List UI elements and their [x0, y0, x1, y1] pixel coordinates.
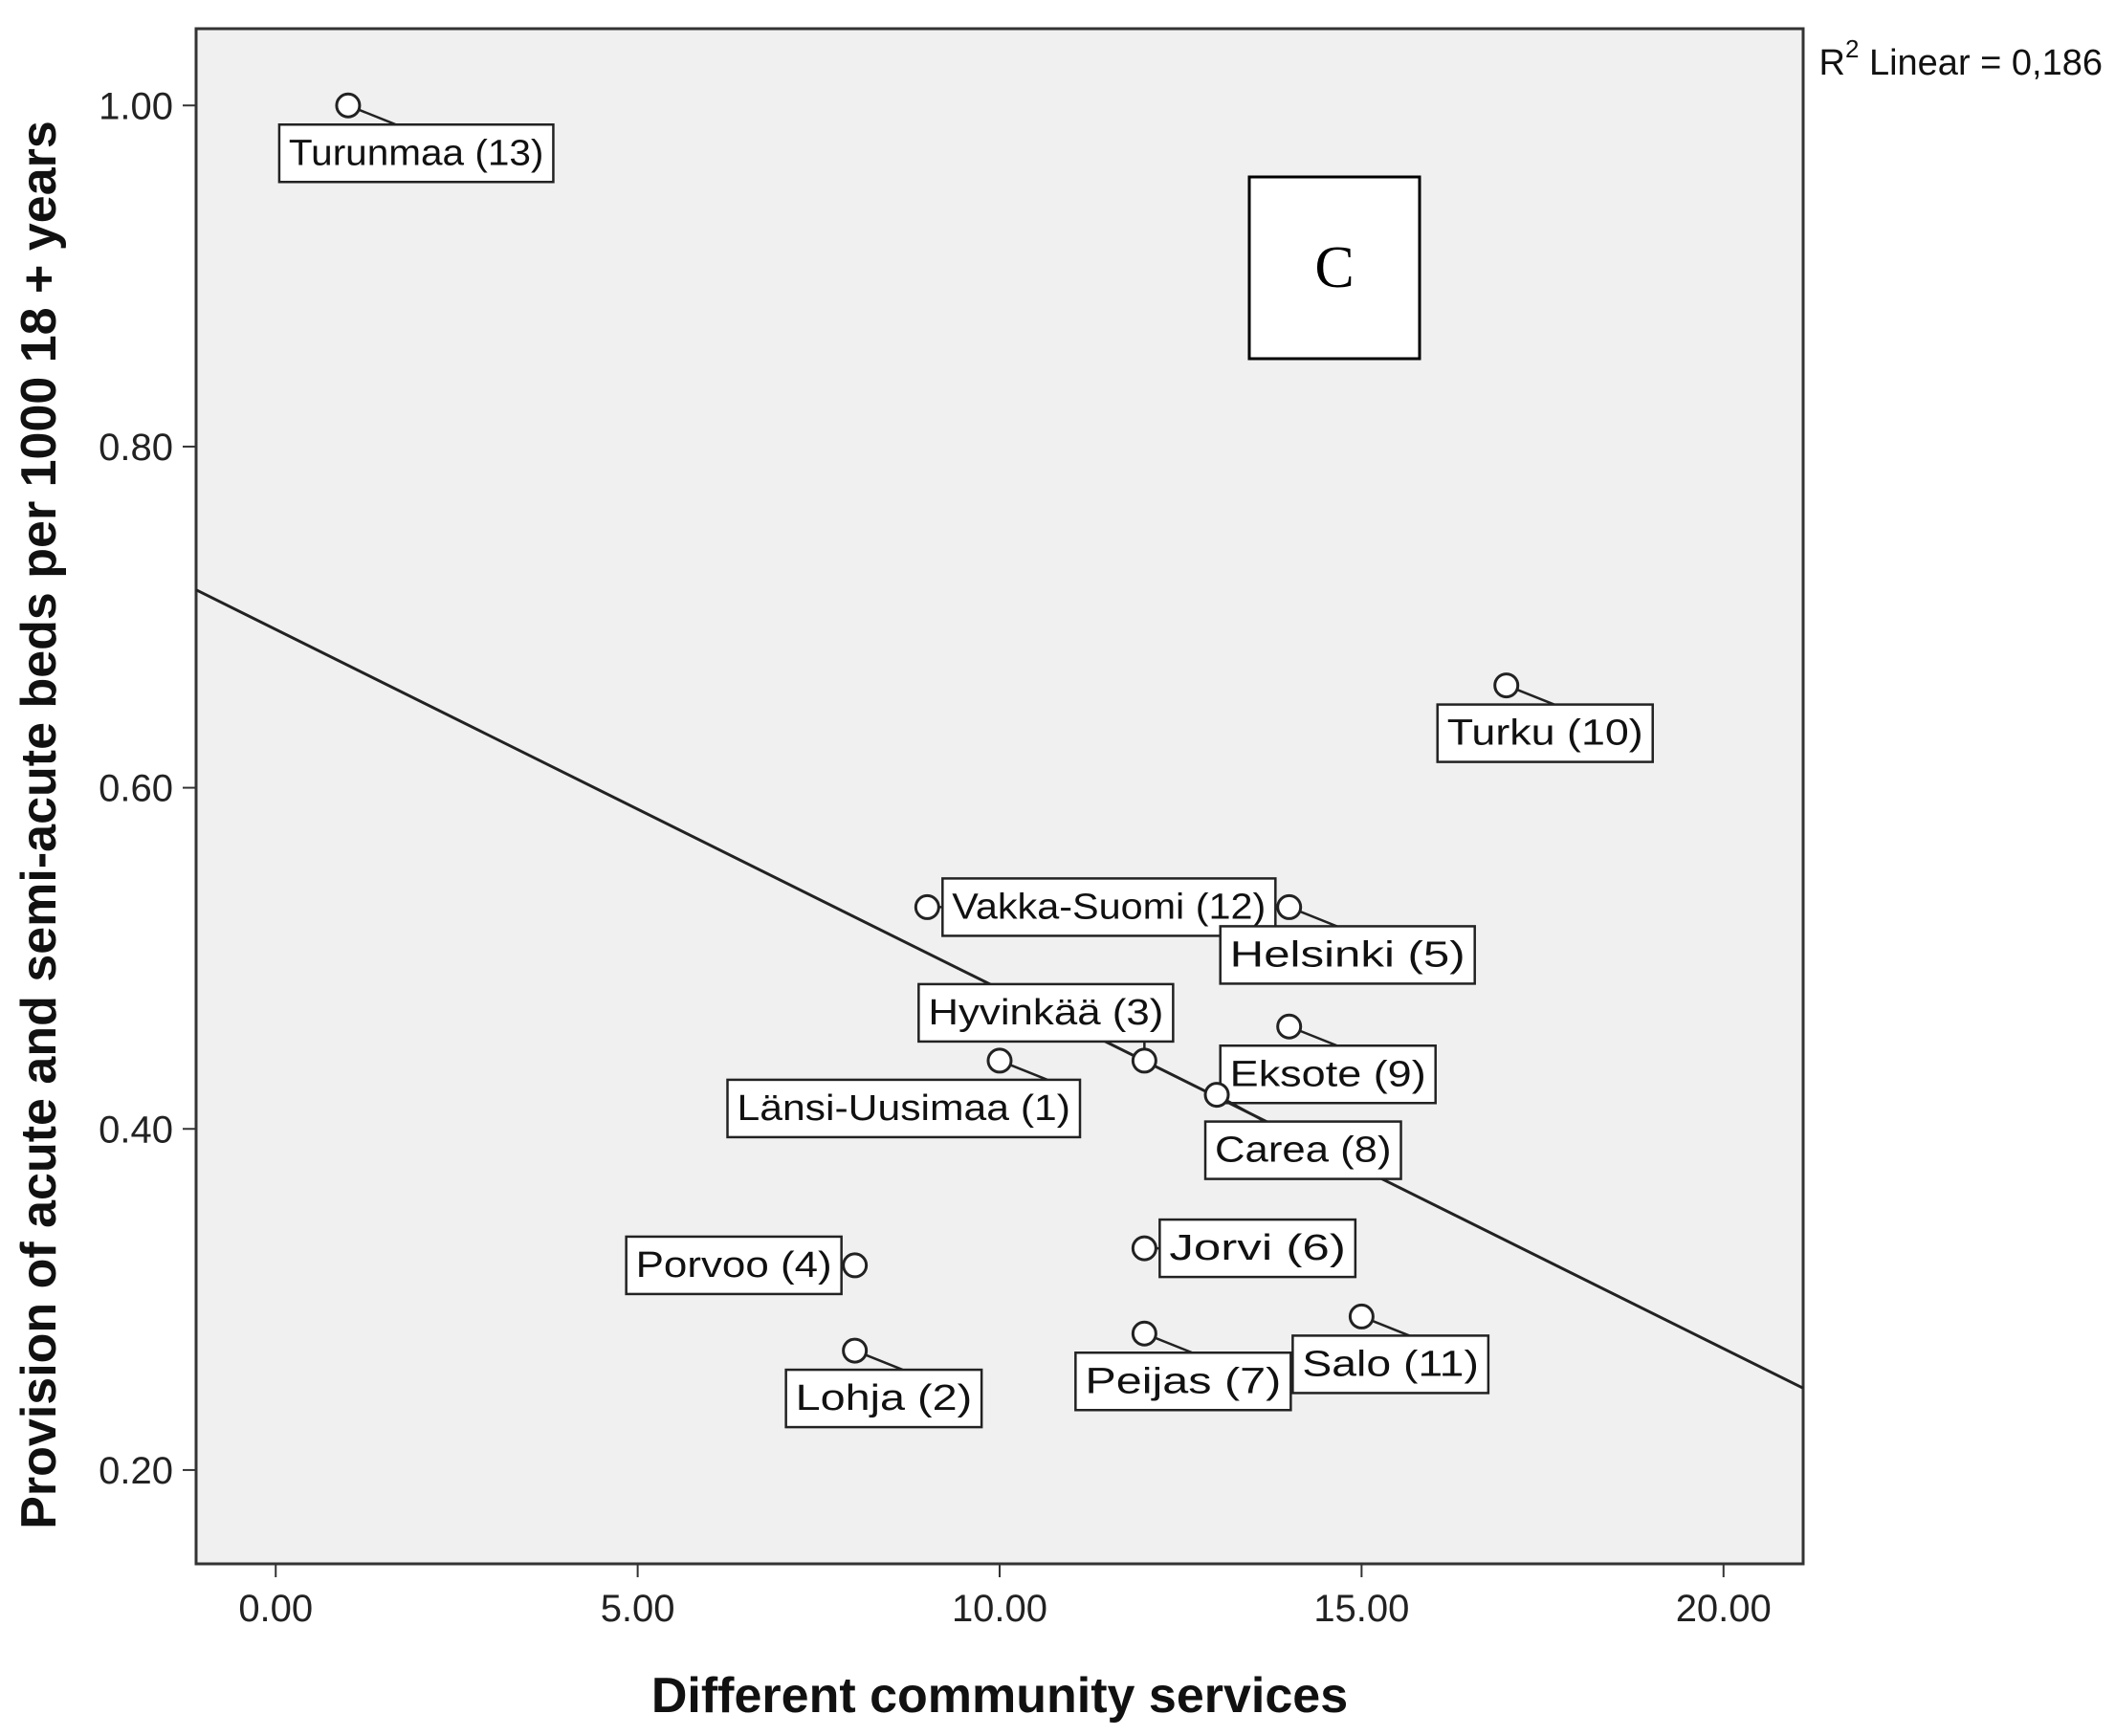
y-tick-label: 0.20 [99, 1450, 173, 1492]
data-point: Turku (10) [1436, 672, 1654, 763]
point-label: Vakka-Suomi (12) [952, 887, 1266, 927]
x-tick-label: 10.00 [952, 1588, 1047, 1630]
data-point: Carea (8) [1203, 1082, 1402, 1180]
plot-area [194, 27, 1805, 1566]
point-label-box [1158, 1218, 1357, 1279]
point-marker [1131, 1047, 1157, 1074]
point-label-box [625, 1235, 843, 1296]
point-marker [986, 1047, 1013, 1074]
point-label-box [784, 1368, 983, 1429]
point-label: Lohja (2) [796, 1378, 973, 1418]
point-marker [1493, 672, 1520, 699]
point-label: Hyvinkää (3) [928, 993, 1163, 1033]
data-point: Hyvinkää (3) [917, 982, 1175, 1074]
point-label: Länsi-Uusimaa (1) [738, 1088, 1071, 1129]
point-marker [1348, 1303, 1375, 1329]
point-marker [1203, 1082, 1230, 1109]
data-point: Peijas (7) [1074, 1320, 1292, 1412]
point-label-box [726, 1078, 1082, 1139]
point-marker [842, 1252, 869, 1279]
data-point: Jorvi (6) [1131, 1218, 1357, 1279]
y-tick-label: 1.00 [99, 85, 173, 127]
x-tick-label: 15.00 [1313, 1588, 1409, 1630]
point-label: Turku (10) [1447, 714, 1643, 754]
data-point: Salo (11) [1291, 1303, 1490, 1395]
x-axis-title: Different community services [651, 1668, 1348, 1724]
point-label-box [941, 877, 1277, 937]
data-point: Lohja (2) [784, 1337, 983, 1429]
r2-annotation: R2 Linear = 0,186 [1818, 34, 2103, 83]
x-tick-label: 5.00 [601, 1588, 675, 1630]
point-marker [1131, 1320, 1157, 1347]
point-marker [335, 92, 362, 119]
point-label-box [1074, 1351, 1292, 1412]
panel-label: C [1314, 235, 1354, 300]
point-label-box [1291, 1334, 1490, 1395]
data-point: Porvoo (4) [625, 1235, 869, 1296]
y-tick-label: 0.40 [99, 1109, 173, 1151]
point-marker [1131, 1235, 1157, 1262]
panel-label-box: C [1247, 175, 1421, 361]
data-point: Länsi-Uusimaa (1) [726, 1047, 1082, 1139]
point-label-box [917, 982, 1175, 1044]
x-tick-label: 20.00 [1676, 1588, 1772, 1630]
x-tick-label: 0.00 [238, 1588, 313, 1630]
point-marker [842, 1337, 869, 1364]
y-tick-label: 0.80 [99, 427, 173, 469]
point-label-box [1203, 1120, 1402, 1180]
point-label: Porvoo (4) [636, 1245, 832, 1286]
data-points: Turunmaa (13) Turku (10) Vakka-Suomi (12) H… [277, 92, 1654, 1429]
point-label-box [1219, 1044, 1437, 1105]
point-label-box [1219, 925, 1476, 985]
axes: 0.00 5.00 10.00 15.00 20.00 0.20 0.40 0.60 0.80 1… [99, 85, 1772, 1630]
point-label: Jorvi (6) [1169, 1228, 1346, 1268]
point-label: Helsinki (5) [1230, 934, 1465, 975]
y-tick-label: 0.60 [99, 768, 173, 810]
point-marker [914, 893, 940, 920]
data-point: Vakka-Suomi (12) [914, 877, 1277, 937]
data-point: Turunmaa (13) [277, 92, 555, 184]
y-axis-title: Provision of acute and semi-acute beds p… [11, 121, 67, 1529]
point-label: Eksote (9) [1230, 1054, 1426, 1094]
point-label-box [277, 123, 555, 184]
point-marker [1276, 893, 1303, 920]
point-label: Peijas (7) [1085, 1361, 1281, 1401]
data-point: Helsinki (5) [1219, 893, 1476, 985]
data-point: Eksote (9) [1219, 1013, 1437, 1105]
point-label: Salo (11) [1302, 1344, 1479, 1384]
point-marker [1276, 1013, 1303, 1040]
point-label: Carea (8) [1215, 1131, 1392, 1171]
point-label-box [1436, 703, 1654, 763]
point-label: Turunmaa (13) [289, 133, 544, 173]
